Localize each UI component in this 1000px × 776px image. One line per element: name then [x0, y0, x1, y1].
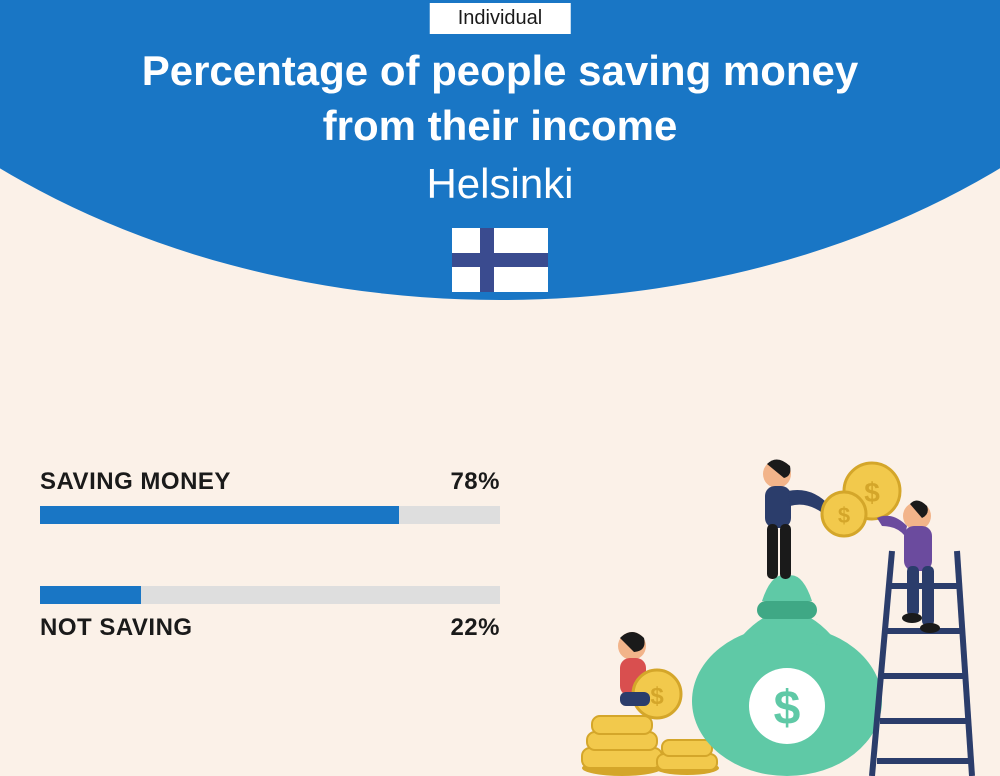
person-sitting-icon: $ [618, 632, 681, 718]
title-line-1: Percentage of people saving money [142, 47, 859, 94]
bar-not-saving: NOT SAVING 22% [40, 586, 500, 642]
bar-label: SAVING MONEY [40, 468, 231, 496]
city-name: Helsinki [0, 160, 1000, 208]
svg-text:$: $ [838, 503, 850, 528]
bar-value: 78% [450, 468, 500, 496]
category-badge: Individual [430, 3, 571, 34]
money-bag-icon: $ [692, 575, 882, 776]
bar-track [40, 586, 500, 604]
bar-label: NOT SAVING [40, 614, 193, 642]
person-ladder-icon: $ [844, 463, 940, 633]
title-line-2: from their income [323, 102, 678, 149]
main-title: Percentage of people saving money from t… [0, 44, 1000, 153]
bar-value: 22% [450, 614, 500, 642]
svg-text:$: $ [864, 477, 880, 508]
finland-flag-icon [452, 228, 548, 292]
money-saving-illustration: $ $ $ $ [562, 436, 982, 776]
bar-track [40, 506, 500, 524]
bar-fill [40, 586, 141, 604]
bar-chart: SAVING MONEY 78% NOT SAVING 22% [40, 468, 500, 704]
svg-text:$: $ [774, 682, 801, 735]
svg-text:$: $ [650, 683, 664, 710]
bar-saving-money: SAVING MONEY 78% [40, 468, 500, 524]
bar-fill [40, 506, 399, 524]
